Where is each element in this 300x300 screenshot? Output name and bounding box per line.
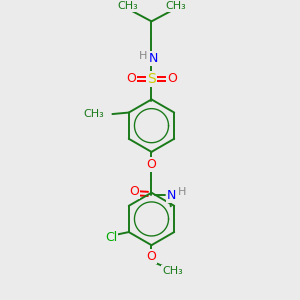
Text: Cl: Cl [105,231,117,244]
Text: H: H [139,51,147,61]
Text: O: O [147,250,156,263]
Text: S: S [147,72,156,86]
Text: H: H [178,188,187,197]
Text: O: O [129,185,139,198]
Text: N: N [167,189,176,202]
Text: CH₃: CH₃ [83,109,104,119]
Text: CH₃: CH₃ [165,1,186,11]
Text: O: O [167,72,177,86]
Text: O: O [126,72,136,86]
Text: O: O [147,158,156,171]
Text: CH₃: CH₃ [162,266,183,276]
Text: CH₃: CH₃ [117,1,138,11]
Text: N: N [149,52,159,65]
